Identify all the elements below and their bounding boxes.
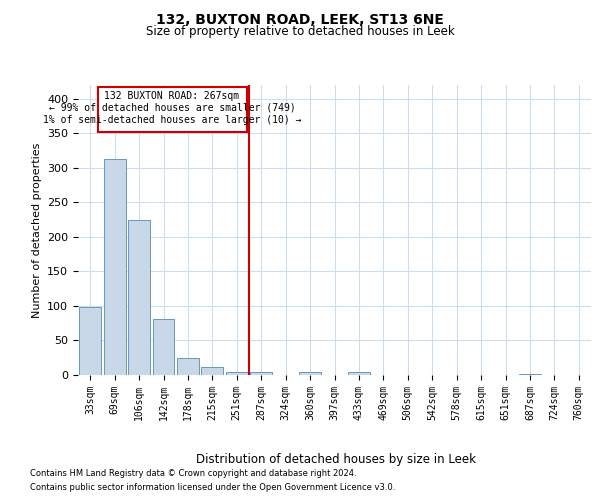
Text: ← 99% of detached houses are smaller (749): ← 99% of detached houses are smaller (74… bbox=[49, 103, 295, 113]
Bar bbox=[152, 319, 175, 375]
Bar bbox=[226, 372, 248, 375]
Bar bbox=[128, 220, 150, 375]
Text: 132, BUXTON ROAD, LEEK, ST13 6NE: 132, BUXTON ROAD, LEEK, ST13 6NE bbox=[156, 12, 444, 26]
Bar bbox=[98, 87, 247, 132]
Bar bbox=[250, 372, 272, 375]
Bar bbox=[348, 372, 370, 375]
Text: Contains HM Land Registry data © Crown copyright and database right 2024.: Contains HM Land Registry data © Crown c… bbox=[30, 468, 356, 477]
Text: Size of property relative to detached houses in Leek: Size of property relative to detached ho… bbox=[146, 25, 454, 38]
Bar bbox=[519, 374, 541, 375]
Y-axis label: Number of detached properties: Number of detached properties bbox=[32, 142, 41, 318]
Bar bbox=[104, 159, 125, 375]
Bar bbox=[177, 358, 199, 375]
Bar bbox=[79, 308, 101, 375]
Text: Contains public sector information licensed under the Open Government Licence v3: Contains public sector information licen… bbox=[30, 484, 395, 492]
Text: 1% of semi-detached houses are larger (10) →: 1% of semi-detached houses are larger (1… bbox=[43, 116, 301, 126]
Text: Distribution of detached houses by size in Leek: Distribution of detached houses by size … bbox=[196, 452, 476, 466]
Bar bbox=[299, 372, 321, 375]
Text: 132 BUXTON ROAD: 267sqm: 132 BUXTON ROAD: 267sqm bbox=[104, 90, 239, 101]
Bar bbox=[202, 366, 223, 375]
